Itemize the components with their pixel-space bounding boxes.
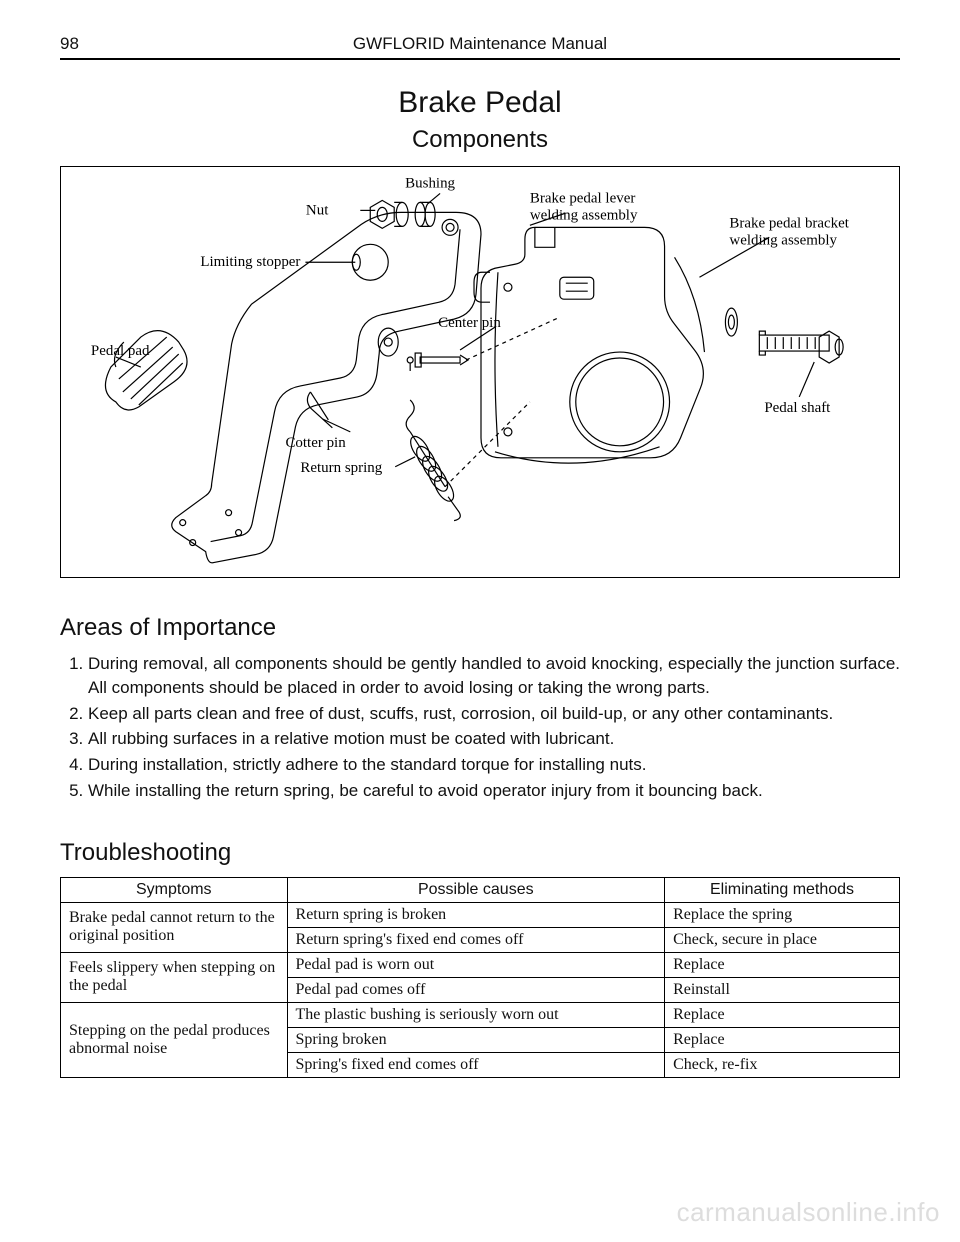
page-header: 98 GWFLORID Maintenance Manual: [60, 20, 900, 60]
bracket-washer-icon: [725, 308, 737, 336]
cell-cause: Return spring is broken: [287, 902, 665, 927]
cell-cause: Pedal pad comes off: [287, 977, 665, 1002]
cell-fix: Replace: [665, 1002, 900, 1027]
areas-item: Keep all parts clean and free of dust, s…: [88, 702, 900, 726]
table-row: Stepping on the pedal produces abnormal …: [61, 1002, 900, 1027]
cotter-pin-icon: [307, 392, 332, 428]
page-number: 98: [60, 34, 120, 54]
bushing-icon: [415, 202, 435, 226]
areas-item: All rubbing surfaces in a relative motio…: [88, 727, 900, 751]
page: 98 GWFLORID Maintenance Manual Brake Ped…: [0, 0, 960, 1242]
troubleshoot-heading: Troubleshooting: [60, 839, 900, 867]
diagram-svg: Bushing Nut Limiting stopper Pedal pad C…: [61, 167, 899, 577]
cell-fix: Replace the spring: [665, 902, 900, 927]
cell-fix: Reinstall: [665, 977, 900, 1002]
table-header-row: Symptoms Possible causes Eliminating met…: [61, 877, 900, 902]
label-brake-pedal-lever-1: Brake pedal lever: [530, 190, 635, 206]
cell-symptom: Brake pedal cannot return to the origina…: [61, 902, 288, 952]
label-bushing: Bushing: [405, 175, 455, 191]
col-fix: Eliminating methods: [665, 877, 900, 902]
label-brake-pedal-bracket-2: welding assembly: [729, 232, 837, 248]
label-brake-pedal-bracket-1: Brake pedal bracket: [729, 215, 849, 231]
cell-cause: Pedal pad is worn out: [287, 952, 665, 977]
label-limiting-stopper: Limiting stopper: [200, 254, 300, 270]
pedal-shaft-icon: [759, 331, 843, 363]
limiting-stopper-icon: [352, 244, 388, 280]
areas-item: During installation, strictly adhere to …: [88, 753, 900, 777]
areas-list: During removal, all components should be…: [60, 652, 900, 803]
label-return-spring: Return spring: [300, 460, 382, 476]
cell-symptom: Feels slippery when stepping on the peda…: [61, 952, 288, 1002]
components-subtitle: Components: [60, 126, 900, 154]
cell-cause: Return spring's fixed end comes off: [287, 927, 665, 952]
areas-item: While installing the return spring, be c…: [88, 779, 900, 803]
label-pedal-shaft: Pedal shaft: [764, 400, 831, 416]
cell-cause: The plastic bushing is seriously worn ou…: [287, 1002, 665, 1027]
return-spring-icon: [406, 400, 460, 521]
cell-symptom: Stepping on the pedal produces abnormal …: [61, 1002, 288, 1077]
cell-fix: Replace: [665, 952, 900, 977]
label-nut: Nut: [306, 202, 329, 218]
cell-cause: Spring broken: [287, 1027, 665, 1052]
cell-fix: Replace: [665, 1027, 900, 1052]
brake-pedal-bracket-icon: [474, 227, 704, 463]
col-symptoms: Symptoms: [61, 877, 288, 902]
cell-fix: Check, re-fix: [665, 1052, 900, 1077]
areas-heading: Areas of Importance: [60, 614, 900, 642]
col-causes: Possible causes: [287, 877, 665, 902]
cell-fix: Check, secure in place: [665, 927, 900, 952]
areas-item: During removal, all components should be…: [88, 652, 900, 700]
manual-title: GWFLORID Maintenance Manual: [120, 34, 840, 54]
cell-cause: Spring's fixed end comes off: [287, 1052, 665, 1077]
label-center-pin: Center pin: [438, 315, 501, 331]
center-pin-icon: [407, 353, 468, 371]
label-brake-pedal-lever-2: welding assembly: [530, 207, 638, 223]
nut-icon: [370, 200, 408, 228]
table-row: Brake pedal cannot return to the origina…: [61, 902, 900, 927]
section-title: Brake Pedal: [60, 86, 900, 120]
troubleshoot-table: Symptoms Possible causes Eliminating met…: [60, 877, 900, 1078]
watermark: carmanualsonline.info: [677, 1197, 940, 1228]
table-row: Feels slippery when stepping on the peda…: [61, 952, 900, 977]
label-cotter-pin: Cotter pin: [285, 435, 346, 451]
components-diagram: Bushing Nut Limiting stopper Pedal pad C…: [60, 166, 900, 578]
label-pedal-pad: Pedal pad: [91, 343, 150, 359]
